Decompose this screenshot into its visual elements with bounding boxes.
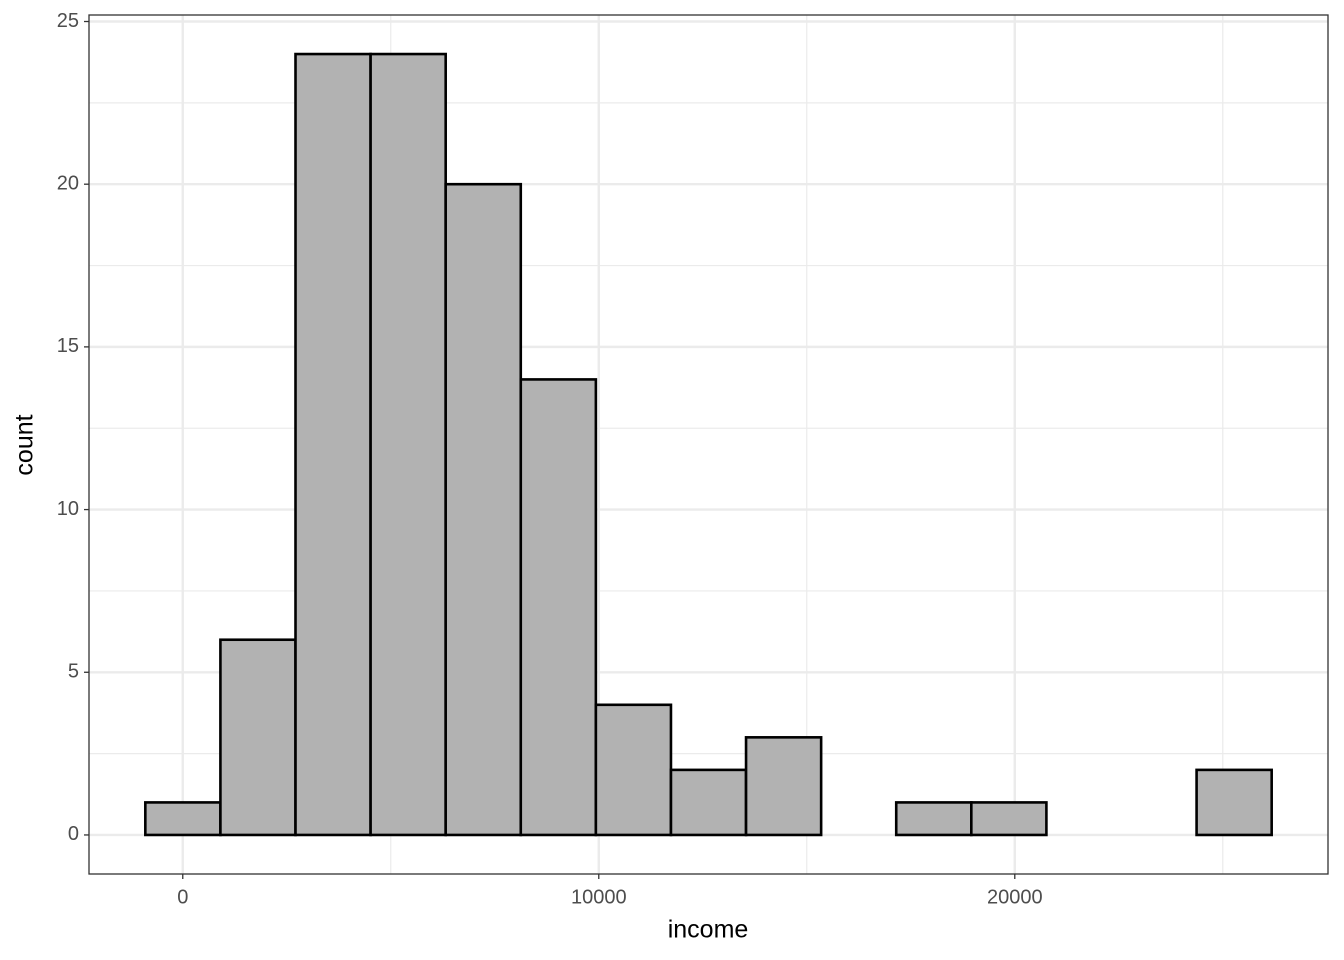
bar xyxy=(970,801,1048,837)
bar xyxy=(744,736,823,837)
bar xyxy=(294,52,372,837)
y-axis-title: count xyxy=(11,414,39,475)
x-tick-label: 0 xyxy=(177,886,188,908)
y-tick-label: 20 xyxy=(57,172,79,194)
bar xyxy=(369,52,447,837)
y-tick-label: 25 xyxy=(57,10,79,32)
bar xyxy=(519,378,598,837)
x-axis-title: income xyxy=(668,916,749,944)
x-tick-label: 10000 xyxy=(571,886,627,908)
y-tick-label: 10 xyxy=(57,498,79,520)
bar xyxy=(594,703,673,837)
bar xyxy=(669,768,748,837)
bars xyxy=(144,52,1273,837)
y-tick-label: 0 xyxy=(68,823,79,845)
panel-border xyxy=(88,14,1329,875)
bar xyxy=(219,638,297,837)
bar xyxy=(1195,768,1273,837)
bar xyxy=(144,801,222,837)
y-tick-label: 5 xyxy=(68,661,79,683)
x-tick-label: 20000 xyxy=(987,886,1043,908)
bar xyxy=(444,182,523,837)
y-tick-label: 15 xyxy=(57,335,79,357)
bar xyxy=(894,801,973,837)
